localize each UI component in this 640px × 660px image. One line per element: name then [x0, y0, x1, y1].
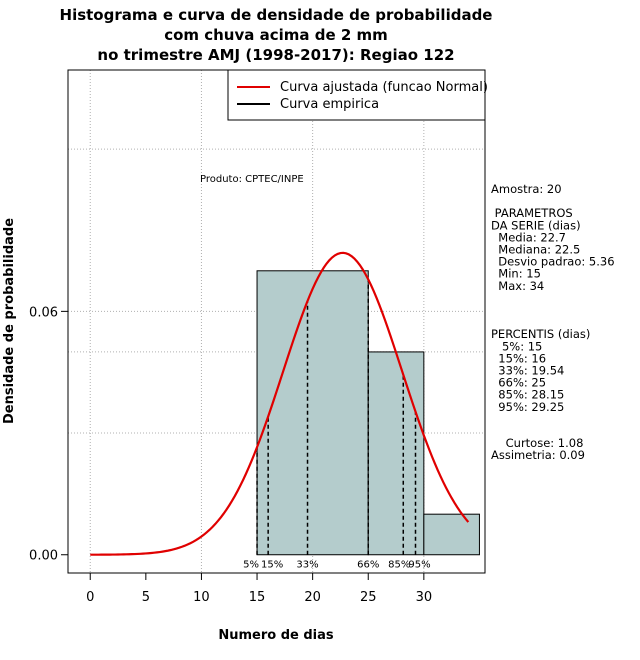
stats-line-17: 85%: 28.15	[491, 388, 564, 402]
legend: Curva ajustada (funcao Normal) Curva emp…	[227, 69, 488, 121]
normal-curve-layer	[90, 251, 470, 556]
x-axis: 0 5 10 15 20 25 30	[86, 572, 433, 605]
percentile-lines: 5% 15% 33% 66% 85%95%	[243, 279, 431, 571]
stats-line-2: PARAMETROS	[491, 206, 573, 220]
y-axis-title: Densidade de probabilidade	[2, 218, 17, 424]
stats-line-18: 95%: 29.25	[491, 400, 564, 414]
x-tick-label-4: 20	[304, 590, 321, 605]
stats-line-4: Media: 22.7	[491, 230, 566, 244]
x-tick-label-6: 30	[416, 590, 433, 605]
stats-line-15: 33%: 19.54	[491, 364, 564, 378]
percentile-label-0: 5%	[243, 560, 259, 571]
histogram-bars	[256, 270, 480, 556]
chart-title-line-2: com chuva acima de 2 mm	[164, 26, 388, 44]
legend-box	[227, 69, 486, 121]
stats-line-0: Amostra: 20	[491, 182, 562, 196]
percentile-label-2: 33%	[296, 560, 318, 571]
stats-line-13: 5%: 15	[491, 339, 542, 353]
stats-line-22: Assimetria: 0.09	[491, 448, 585, 462]
x-tick-label-2: 10	[193, 590, 210, 605]
stats-line-8: Max: 34	[491, 279, 544, 293]
x-tick-label-3: 15	[249, 590, 266, 605]
grid-lines	[68, 70, 485, 573]
stats-line-3: DA SERIE (dias)	[491, 218, 581, 232]
percentile-label-1: 15%	[261, 560, 283, 571]
stats-line-14: 15%: 16	[491, 351, 546, 365]
histogram-bar-0	[256, 270, 369, 556]
histogram-bar-1	[367, 351, 425, 556]
x-tick-label-5: 25	[360, 590, 377, 605]
percentile-label-5: 95%	[408, 560, 430, 571]
y-tick-label-0: 0.00	[29, 549, 58, 564]
x-axis-title: Numero de dias	[218, 628, 334, 643]
stats-line-7: Min: 15	[491, 267, 541, 281]
chart-title-line-3: no trimestre AMJ (1998-2017): Regiao 122	[97, 46, 454, 64]
x-tick-label-1: 5	[142, 590, 150, 605]
product-label: Produto: CPTEC/INPE	[200, 174, 304, 185]
stats-line-5: Mediana: 22.5	[491, 243, 580, 257]
y-tick-label-1: 0.06	[29, 305, 58, 320]
x-tick-label-0: 0	[86, 590, 94, 605]
legend-label-empirical: Curva empirica	[280, 97, 379, 112]
stats-line-21: Curtose: 1.08	[491, 436, 583, 450]
percentile-label-4: 85%	[388, 560, 410, 571]
stats-line-16: 66%: 25	[491, 376, 546, 390]
percentile-label-3: 66%	[357, 560, 379, 571]
normal-fit-curve	[90, 251, 470, 556]
chart-title-line-1: Histograma e curva de densidade de proba…	[60, 6, 493, 24]
histogram-bar-2	[423, 513, 480, 556]
stats-line-6: Desvio padrao: 5.36	[491, 255, 615, 269]
legend-label-normal: Curva ajustada (funcao Normal)	[280, 80, 488, 95]
y-axis: 0.00 0.06	[29, 305, 68, 564]
stats-line-12: PERCENTIS (dias)	[491, 327, 590, 341]
